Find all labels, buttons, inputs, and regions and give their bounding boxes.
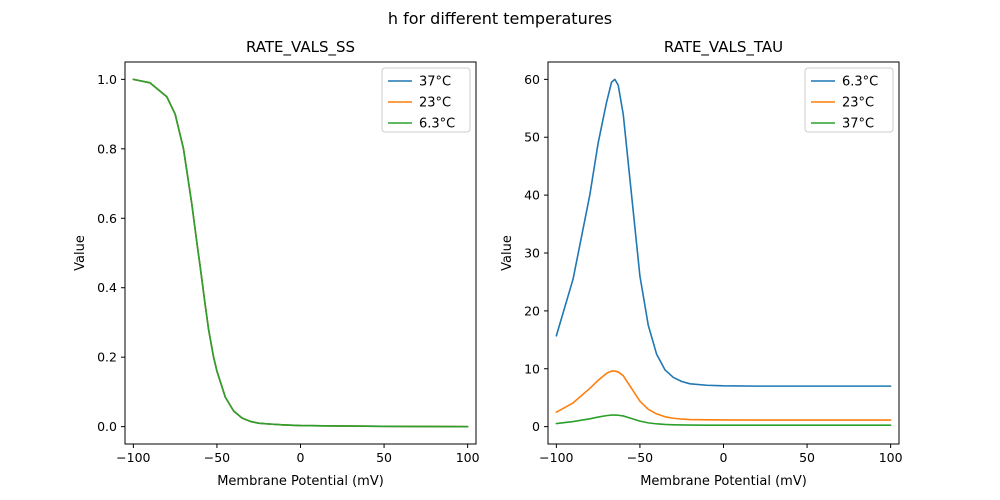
- legend-entry-label: 23°C: [419, 96, 451, 111]
- y-tick-label: 0.8: [97, 141, 117, 156]
- y-tick-label: 40: [524, 188, 540, 203]
- legend-box: [804, 67, 894, 133]
- y-tick-label: 0.6: [97, 211, 117, 226]
- y-tick-label: 50: [524, 130, 540, 145]
- x-axis-label: Membrane Potential (mV): [640, 474, 807, 489]
- y-tick-label: 60: [524, 72, 540, 87]
- legend-entry-label: 37°C: [419, 75, 451, 90]
- legend-box: [381, 67, 471, 133]
- y-tick-label: 0.4: [97, 280, 117, 295]
- x-axis-label: Membrane Potential (mV): [217, 474, 384, 489]
- plot-area: −100 −50 0 50 100 0 10 20 30 40 50 60 6.3°C 23°C 37°C: [524, 61, 903, 465]
- x-tick-label: 100: [456, 450, 480, 465]
- legend-entry-label: 37°C: [842, 117, 874, 132]
- legend-entry-label: 23°C: [842, 96, 874, 111]
- x-tick-label: 0: [720, 450, 728, 465]
- x-tick-label: 50: [376, 450, 392, 465]
- panel-title: RATE_VALS_SS: [246, 38, 355, 57]
- x-tick-label: −50: [204, 450, 230, 465]
- x-tick-label: 50: [799, 450, 815, 465]
- x-tick-label: −50: [627, 450, 653, 465]
- panel-rate-vals-tau: RATE_VALS_TAU Membrane Potential (mV) Va…: [500, 38, 903, 489]
- figure-title: h for different temperatures: [388, 9, 612, 28]
- legend-entry-label: 6.3°C: [419, 117, 455, 132]
- legend: 37°C 23°C 6.3°C: [381, 67, 471, 133]
- x-tick-label: 0: [297, 450, 305, 465]
- y-tick-label: 1.0: [97, 72, 117, 87]
- series-line-6.3°C: [132, 78, 469, 428]
- y-tick-label: 20: [524, 303, 540, 318]
- y-tick-label: 0.0: [97, 419, 117, 434]
- series-line-23°C: [555, 370, 892, 421]
- y-tick-label: 10: [524, 361, 540, 376]
- y-axis-label: Value: [500, 235, 515, 271]
- panel-rate-vals-ss: RATE_VALS_SS Membrane Potential (mV) Val…: [73, 38, 480, 489]
- series-line-6.3°C: [555, 78, 892, 387]
- x-tick-label: 100: [879, 450, 903, 465]
- y-tick-label: 0: [532, 419, 540, 434]
- panel-title: RATE_VALS_TAU: [664, 38, 783, 57]
- y-tick-label: 0.2: [97, 350, 117, 365]
- series-line-37°C: [555, 414, 892, 426]
- x-tick-label: −100: [116, 450, 150, 465]
- legend-entry-label: 6.3°C: [842, 75, 878, 90]
- y-tick-label: 30: [524, 246, 540, 261]
- x-tick-label: −100: [539, 450, 573, 465]
- plot-area: −100 −50 0 50 100 0.0 0.2 0.4 0.6 0.8 1.0 37°C 23°C 6…: [97, 61, 480, 465]
- y-axis-label: Value: [73, 235, 88, 271]
- legend: 6.3°C 23°C 37°C: [804, 67, 894, 133]
